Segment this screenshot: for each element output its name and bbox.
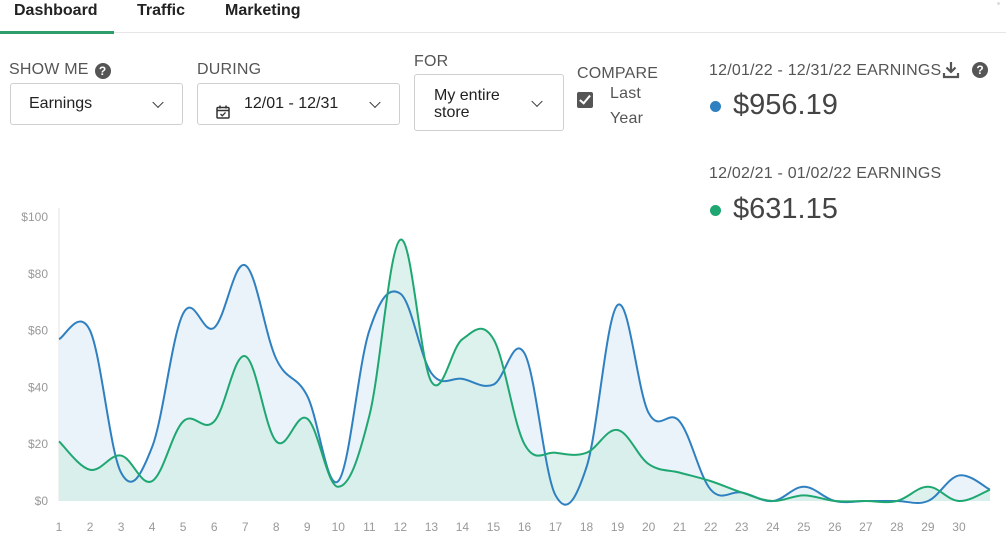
x-tick-label: 12 bbox=[394, 520, 408, 534]
x-tick-label: 13 bbox=[425, 520, 439, 534]
for-label: FOR bbox=[414, 53, 449, 70]
y-tick-label: $100 bbox=[21, 210, 48, 224]
x-tick-label: 17 bbox=[549, 520, 563, 534]
x-tick-label: 18 bbox=[580, 520, 594, 534]
store-dropdown[interactable]: My entire store bbox=[414, 74, 564, 131]
tab-bar-edge bbox=[997, 2, 1000, 5]
x-tick-label: 30 bbox=[952, 520, 966, 534]
x-tick-label: 16 bbox=[518, 520, 532, 534]
x-tick-label: 28 bbox=[890, 520, 904, 534]
y-tick-label: $60 bbox=[28, 324, 48, 338]
x-tick-label: 29 bbox=[921, 520, 935, 534]
during-label: DURING bbox=[197, 61, 262, 78]
show-me-label: SHOW ME? bbox=[9, 61, 111, 79]
x-tick-label: 8 bbox=[273, 520, 280, 534]
x-tick-label: 15 bbox=[487, 520, 501, 534]
series-area bbox=[59, 239, 990, 503]
x-tick-label: 5 bbox=[180, 520, 187, 534]
help-icon[interactable]: ? bbox=[972, 62, 988, 78]
tab-marketing[interactable]: Marketing bbox=[225, 2, 301, 19]
date-range-dropdown[interactable]: 12/01 - 12/31 bbox=[197, 83, 400, 125]
previous-earnings-label: 12/02/21 - 01/02/22 EARNINGS bbox=[709, 165, 942, 182]
current-earnings-label: 12/01/22 - 12/31/22 EARNINGS bbox=[709, 62, 942, 79]
x-tick-label: 4 bbox=[149, 520, 156, 534]
compare-last-year-checkbox[interactable] bbox=[577, 92, 593, 108]
date-range-value: 12/01 - 12/31 bbox=[244, 95, 339, 112]
x-tick-label: 2 bbox=[87, 520, 94, 534]
compare-label: COMPARE bbox=[577, 65, 659, 82]
x-tick-label: 25 bbox=[797, 520, 811, 534]
show-me-value: Earnings bbox=[29, 95, 93, 112]
y-tick-label: $0 bbox=[35, 494, 49, 508]
x-tick-label: 1 bbox=[56, 520, 63, 534]
series-line bbox=[58, 264, 991, 506]
x-tick-label: 14 bbox=[456, 520, 470, 534]
previous-earnings-value: $631.15 bbox=[733, 193, 838, 225]
x-tick-label: 27 bbox=[859, 520, 873, 534]
help-icon[interactable]: ? bbox=[94, 63, 111, 79]
y-tick-label: $80 bbox=[28, 267, 48, 281]
x-tick-label: 20 bbox=[642, 520, 656, 534]
tab-traffic[interactable]: Traffic bbox=[137, 2, 186, 19]
x-tick-label: 9 bbox=[304, 520, 311, 534]
x-tick-label: 7 bbox=[242, 520, 249, 534]
x-tick-label: 24 bbox=[766, 520, 780, 534]
series-line bbox=[58, 238, 991, 504]
show-me-dropdown[interactable]: Earnings bbox=[10, 83, 183, 125]
previous-series-dot bbox=[710, 205, 721, 216]
x-tick-label: 21 bbox=[673, 520, 687, 534]
x-tick-label: 19 bbox=[611, 520, 625, 534]
x-tick-label: 3 bbox=[118, 520, 125, 534]
store-value: My entire store bbox=[434, 87, 500, 121]
x-tick-label: 11 bbox=[363, 520, 376, 534]
x-tick-label: 23 bbox=[735, 520, 749, 534]
tab-dashboard[interactable]: Dashboard bbox=[0, 2, 114, 34]
x-tick-label: 26 bbox=[828, 520, 842, 534]
tab-bar: Dashboard Traffic Marketing bbox=[0, 0, 1006, 34]
x-tick-label: 10 bbox=[332, 520, 346, 534]
y-tick-label: $40 bbox=[28, 380, 48, 394]
current-earnings-value: $956.19 bbox=[733, 89, 838, 121]
calendar-icon bbox=[216, 105, 230, 119]
x-tick-label: 6 bbox=[211, 520, 218, 534]
x-tick-label: 22 bbox=[704, 520, 718, 534]
current-series-dot bbox=[710, 101, 721, 112]
y-tick-label: $20 bbox=[28, 437, 48, 451]
download-icon[interactable] bbox=[942, 61, 960, 79]
compare-last-year-label[interactable]: Last Year bbox=[610, 85, 644, 127]
